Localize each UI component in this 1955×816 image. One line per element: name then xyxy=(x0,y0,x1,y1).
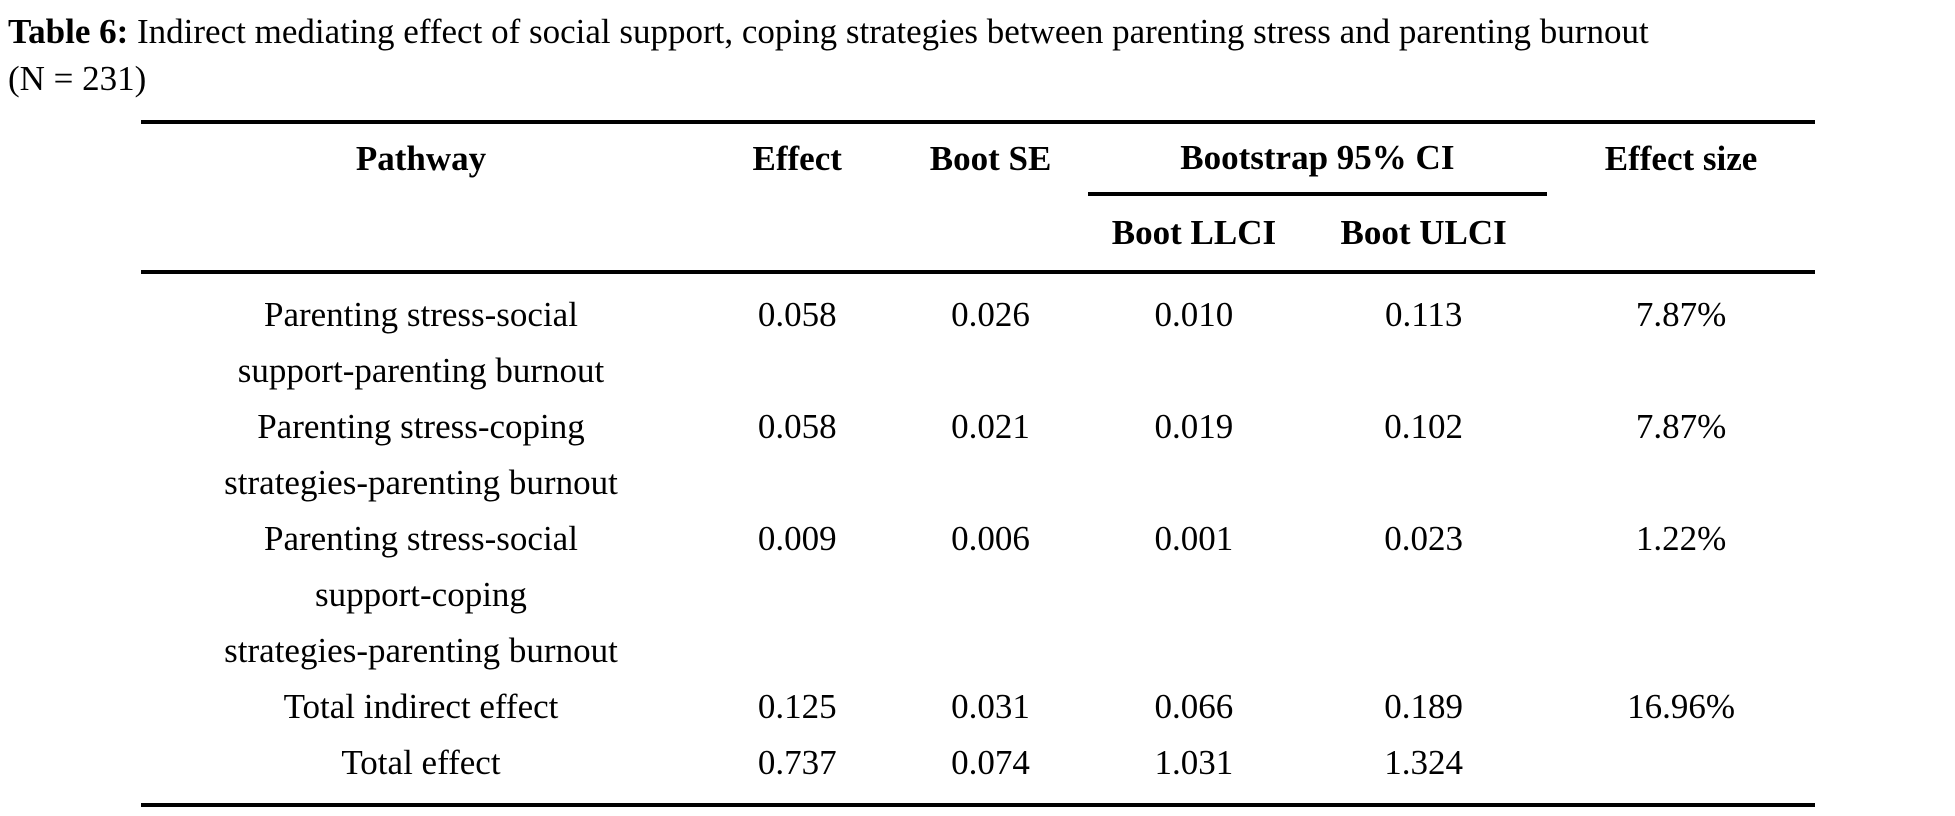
cell-effect: 0.737 xyxy=(757,743,837,782)
header-effect: Effect xyxy=(752,139,842,178)
cell-boot-llci: 0.019 xyxy=(1154,407,1234,446)
cell-effect: 0.058 xyxy=(757,295,837,334)
table-caption: Table 6: Indirect mediating effect of so… xyxy=(0,0,1955,102)
cell-effect: 0.125 xyxy=(757,687,837,726)
cell-boot-llci: 0.001 xyxy=(1154,519,1234,558)
cell-effect-size: 1.22% xyxy=(1635,519,1727,558)
header-boot-llci: Boot LLCI xyxy=(1087,194,1301,274)
header-spacer xyxy=(141,194,701,274)
cell-boot-se: 0.006 xyxy=(951,519,1030,558)
header-row-sub: Boot LLCI Boot ULCI xyxy=(141,194,1815,274)
cell-effect-size: 7.87% xyxy=(1635,407,1727,446)
header-pathway: Pathway xyxy=(355,139,487,178)
cell-boot-se: 0.026 xyxy=(951,295,1030,334)
cell-boot-ulci: 0.102 xyxy=(1384,407,1464,446)
table-row: Parenting stress-social support-parentin… xyxy=(141,272,1815,399)
cell-boot-llci: 1.031 xyxy=(1154,743,1234,782)
cell-pathway: Total indirect effect xyxy=(283,687,559,726)
header-spacer xyxy=(1547,194,1815,274)
cell-boot-se: 0.031 xyxy=(951,687,1030,726)
caption-sample-size: (N = 231) xyxy=(8,59,147,98)
cell-pathway: Parenting stress-social support-parentin… xyxy=(237,295,605,390)
cell-boot-llci: 0.010 xyxy=(1154,295,1234,334)
cell-effect: 0.058 xyxy=(757,407,837,446)
table-row: Total effect 0.737 0.074 1.031 1.324 xyxy=(141,735,1815,805)
cell-pathway: Parenting stress-coping strategies-paren… xyxy=(224,407,618,502)
cell-boot-ulci: 0.113 xyxy=(1384,295,1463,334)
header-spacer xyxy=(893,194,1088,274)
header-row-main: Pathway Effect Boot SE Bootstrap 95% CI … xyxy=(141,122,1815,196)
caption-line-1: Table 6: Indirect mediating effect of so… xyxy=(8,8,1945,55)
cell-boot-ulci: 0.189 xyxy=(1384,687,1464,726)
table-row: Parenting stress-coping strategies-paren… xyxy=(141,399,1815,511)
cell-boot-ulci: 0.023 xyxy=(1384,519,1464,558)
cell-boot-se: 0.021 xyxy=(951,407,1030,446)
cell-effect: 0.009 xyxy=(757,519,837,558)
caption-label: Table 6: xyxy=(8,12,129,51)
cell-effect-size: 16.96% xyxy=(1627,687,1736,726)
cell-effect-size xyxy=(1547,735,1815,805)
caption-text: Indirect mediating effect of social supp… xyxy=(137,12,1649,51)
header-spacer xyxy=(700,194,894,274)
header-boot-se: Boot SE xyxy=(929,139,1052,178)
cell-boot-ulci: 1.324 xyxy=(1384,743,1464,782)
table-row: Total indirect effect 0.125 0.031 0.066 … xyxy=(141,679,1815,735)
cell-boot-se: 0.074 xyxy=(951,743,1030,782)
cell-effect-size: 7.87% xyxy=(1635,295,1727,334)
header-boot-ulci: Boot ULCI xyxy=(1300,194,1548,274)
cell-pathway: Parenting stress-social support-coping s… xyxy=(224,519,618,670)
cell-pathway: Total effect xyxy=(341,743,501,782)
table-row: Parenting stress-social support-coping s… xyxy=(141,511,1815,679)
header-ci-group: Bootstrap 95% CI xyxy=(1087,122,1548,196)
results-table: Pathway Effect Boot SE Bootstrap 95% CI … xyxy=(141,120,1815,807)
cell-boot-llci: 0.066 xyxy=(1154,687,1234,726)
header-effect-size: Effect size xyxy=(1604,139,1758,178)
